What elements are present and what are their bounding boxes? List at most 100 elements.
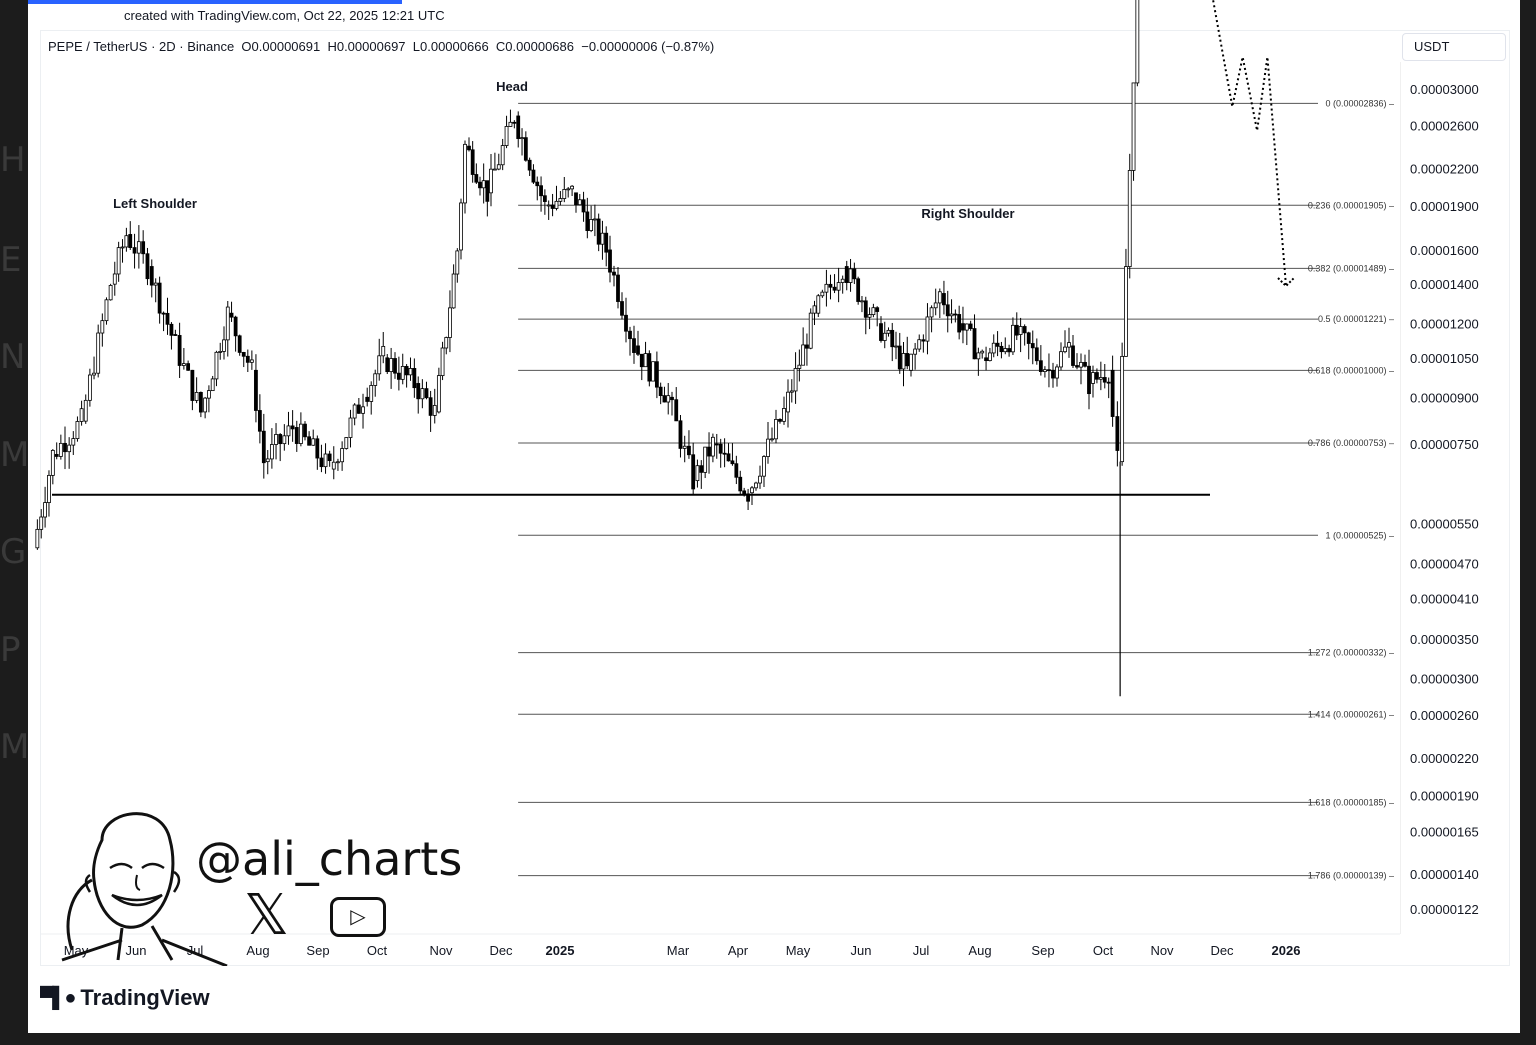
candle-down[interactable] [628,330,632,340]
candle-down[interactable] [177,335,182,366]
candle-up[interactable] [589,219,594,231]
candle-up[interactable] [774,418,778,440]
candle-down[interactable] [691,454,696,490]
candle-down[interactable] [173,334,178,336]
candle-up[interactable] [389,358,394,373]
candle-up[interactable] [808,312,813,349]
candle-down[interactable] [726,453,731,462]
candle-up[interactable] [311,438,316,446]
candle-down[interactable] [245,355,250,363]
candle-up[interactable] [801,344,806,366]
candle-up[interactable] [348,417,353,438]
candle-down[interactable] [574,192,578,206]
candle-up[interactable] [361,406,365,414]
candle-up[interactable] [92,372,96,376]
candle-down[interactable] [678,420,683,449]
candle-up[interactable] [298,423,303,444]
candle-up[interactable] [703,446,708,473]
candle-up[interactable] [451,273,456,309]
candle-up[interactable] [871,307,876,316]
candle-up[interactable] [108,285,113,301]
candle-up[interactable] [925,316,930,342]
candle-up[interactable] [104,299,109,322]
candle-up[interactable] [83,399,88,422]
candle-down[interactable] [315,438,320,459]
candle-down[interactable] [961,323,965,331]
candle-down[interactable] [1095,372,1099,380]
candle-down[interactable] [1022,326,1027,334]
candle-down[interactable] [596,218,601,245]
candle-up[interactable] [207,390,211,399]
candle-up[interactable] [463,143,467,204]
candle-down[interactable] [428,397,433,416]
candle-up[interactable] [929,307,934,318]
candle-up[interactable] [35,528,40,549]
candle-up[interactable] [933,302,938,309]
candle-down[interactable] [1071,345,1075,366]
candle-down[interactable] [1087,365,1091,395]
candle-down[interactable] [616,274,620,302]
candle-down[interactable] [863,300,868,318]
candle-down[interactable] [145,253,150,280]
candle-up[interactable] [913,348,918,355]
candle-down[interactable] [527,159,532,171]
candle-up[interactable] [58,442,63,457]
candle-down[interactable] [1110,369,1115,417]
candle-down[interactable] [1014,324,1019,336]
candle-down[interactable] [261,430,266,464]
candle-up[interactable] [988,352,992,362]
candle-down[interactable] [478,181,482,189]
candle-down[interactable] [957,314,962,333]
candle-down[interactable] [1038,360,1043,372]
candle-down[interactable] [290,425,295,430]
candle-down[interactable] [972,328,977,360]
x-logo-icon[interactable]: 𝕏 [244,883,290,948]
candle-down[interactable] [953,313,958,316]
candle-up[interactable] [1055,366,1059,379]
candle-up[interactable] [1063,346,1067,353]
candle-down[interactable] [467,145,471,151]
symbol-name[interactable]: PEPE / TetherUS · 2D · Binance [48,39,235,54]
candle-up[interactable] [554,200,559,209]
candle-up[interactable] [436,375,441,413]
candle-down[interactable] [852,268,857,280]
candle-up[interactable] [789,390,794,393]
candle-up[interactable] [504,126,509,146]
candle-down[interactable] [968,323,973,329]
candle-down[interactable] [186,363,191,371]
candle-up[interactable] [976,352,981,360]
candle-up[interactable] [782,408,786,422]
candle-down[interactable] [132,247,137,254]
candle-up[interactable] [181,363,186,366]
candle-up[interactable] [812,305,817,314]
candle-down[interactable] [396,372,401,380]
candle-up[interactable] [282,435,287,445]
candle-up[interactable] [937,291,942,304]
candle-down[interactable] [63,442,67,453]
candle-up[interactable] [50,449,55,476]
candle-down[interactable] [730,460,735,465]
candle-down[interactable] [539,185,543,197]
candle-down[interactable] [670,396,674,401]
candle-down[interactable] [734,463,739,478]
candle-down[interactable] [921,339,926,342]
candle-down[interactable] [516,115,521,139]
candle-up[interactable] [203,397,208,413]
candle-up[interactable] [218,351,223,353]
candle-up[interactable] [558,198,563,202]
candle-up[interactable] [112,273,117,285]
candle-up[interactable] [562,189,567,199]
candle-up[interactable] [1098,377,1103,380]
candle-up[interactable] [269,444,274,460]
candle-up[interactable] [917,339,922,350]
candle-up[interactable] [274,434,278,445]
candle-down[interactable] [699,465,704,473]
candle-up[interactable] [87,374,92,401]
candle-up[interactable] [79,408,84,422]
candle-down[interactable] [412,368,417,389]
candle-up[interactable] [786,391,790,413]
candle-down[interactable] [149,266,154,286]
candle-down[interactable] [257,410,262,432]
candle-up[interactable] [1059,351,1063,368]
candle-up[interactable] [496,164,501,170]
